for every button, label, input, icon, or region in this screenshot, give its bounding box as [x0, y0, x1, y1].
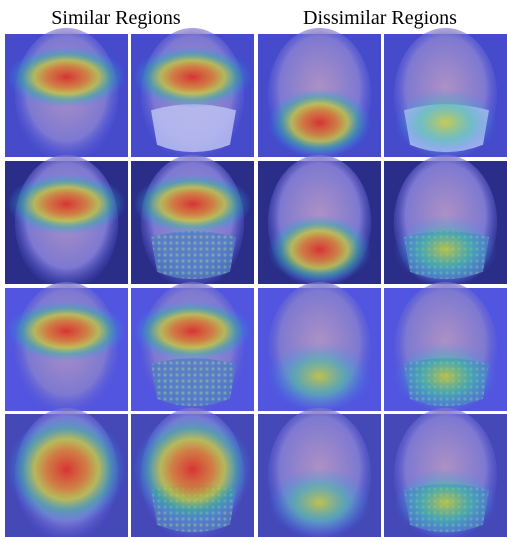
face-image	[258, 282, 381, 417]
blue-overlay	[258, 288, 381, 411]
image-grid	[5, 28, 507, 537]
blue-overlay	[131, 34, 254, 157]
face-image	[258, 155, 381, 290]
figure: Similar Regions Dissimilar Regions	[0, 0, 507, 537]
face-image	[131, 282, 254, 417]
face-image	[5, 155, 128, 290]
face-image	[131, 408, 254, 537]
blue-overlay	[5, 288, 128, 411]
blue-overlay	[384, 34, 507, 157]
face-image	[131, 155, 254, 290]
blue-overlay	[384, 288, 507, 411]
face-image	[384, 155, 507, 290]
blue-overlay	[5, 414, 128, 537]
header-right: Dissimilar Regions	[303, 7, 457, 29]
face-image	[5, 408, 128, 537]
face-image	[384, 408, 507, 537]
blue-overlay	[131, 288, 254, 411]
blue-overlay	[258, 414, 381, 537]
page: {"header": {"left": "Similar Regions", "…	[0, 0, 507, 537]
blue-overlay	[5, 34, 128, 157]
blue-overlay	[384, 161, 507, 284]
blue-overlay	[131, 414, 254, 537]
blue-overlay	[384, 414, 507, 537]
face-image	[384, 282, 507, 417]
face-image	[258, 28, 381, 163]
face-image	[258, 408, 381, 537]
face-image	[5, 28, 128, 163]
face-image	[131, 28, 254, 163]
face-image	[5, 282, 128, 417]
blue-overlay	[5, 161, 128, 284]
blue-overlay	[131, 161, 254, 284]
blue-overlay	[258, 34, 381, 157]
face-image	[384, 28, 507, 163]
blue-overlay	[258, 161, 381, 284]
body: Similar Regions Dissimilar Regions (() =…	[0, 0, 507, 537]
header-left: Similar Regions	[51, 7, 181, 29]
